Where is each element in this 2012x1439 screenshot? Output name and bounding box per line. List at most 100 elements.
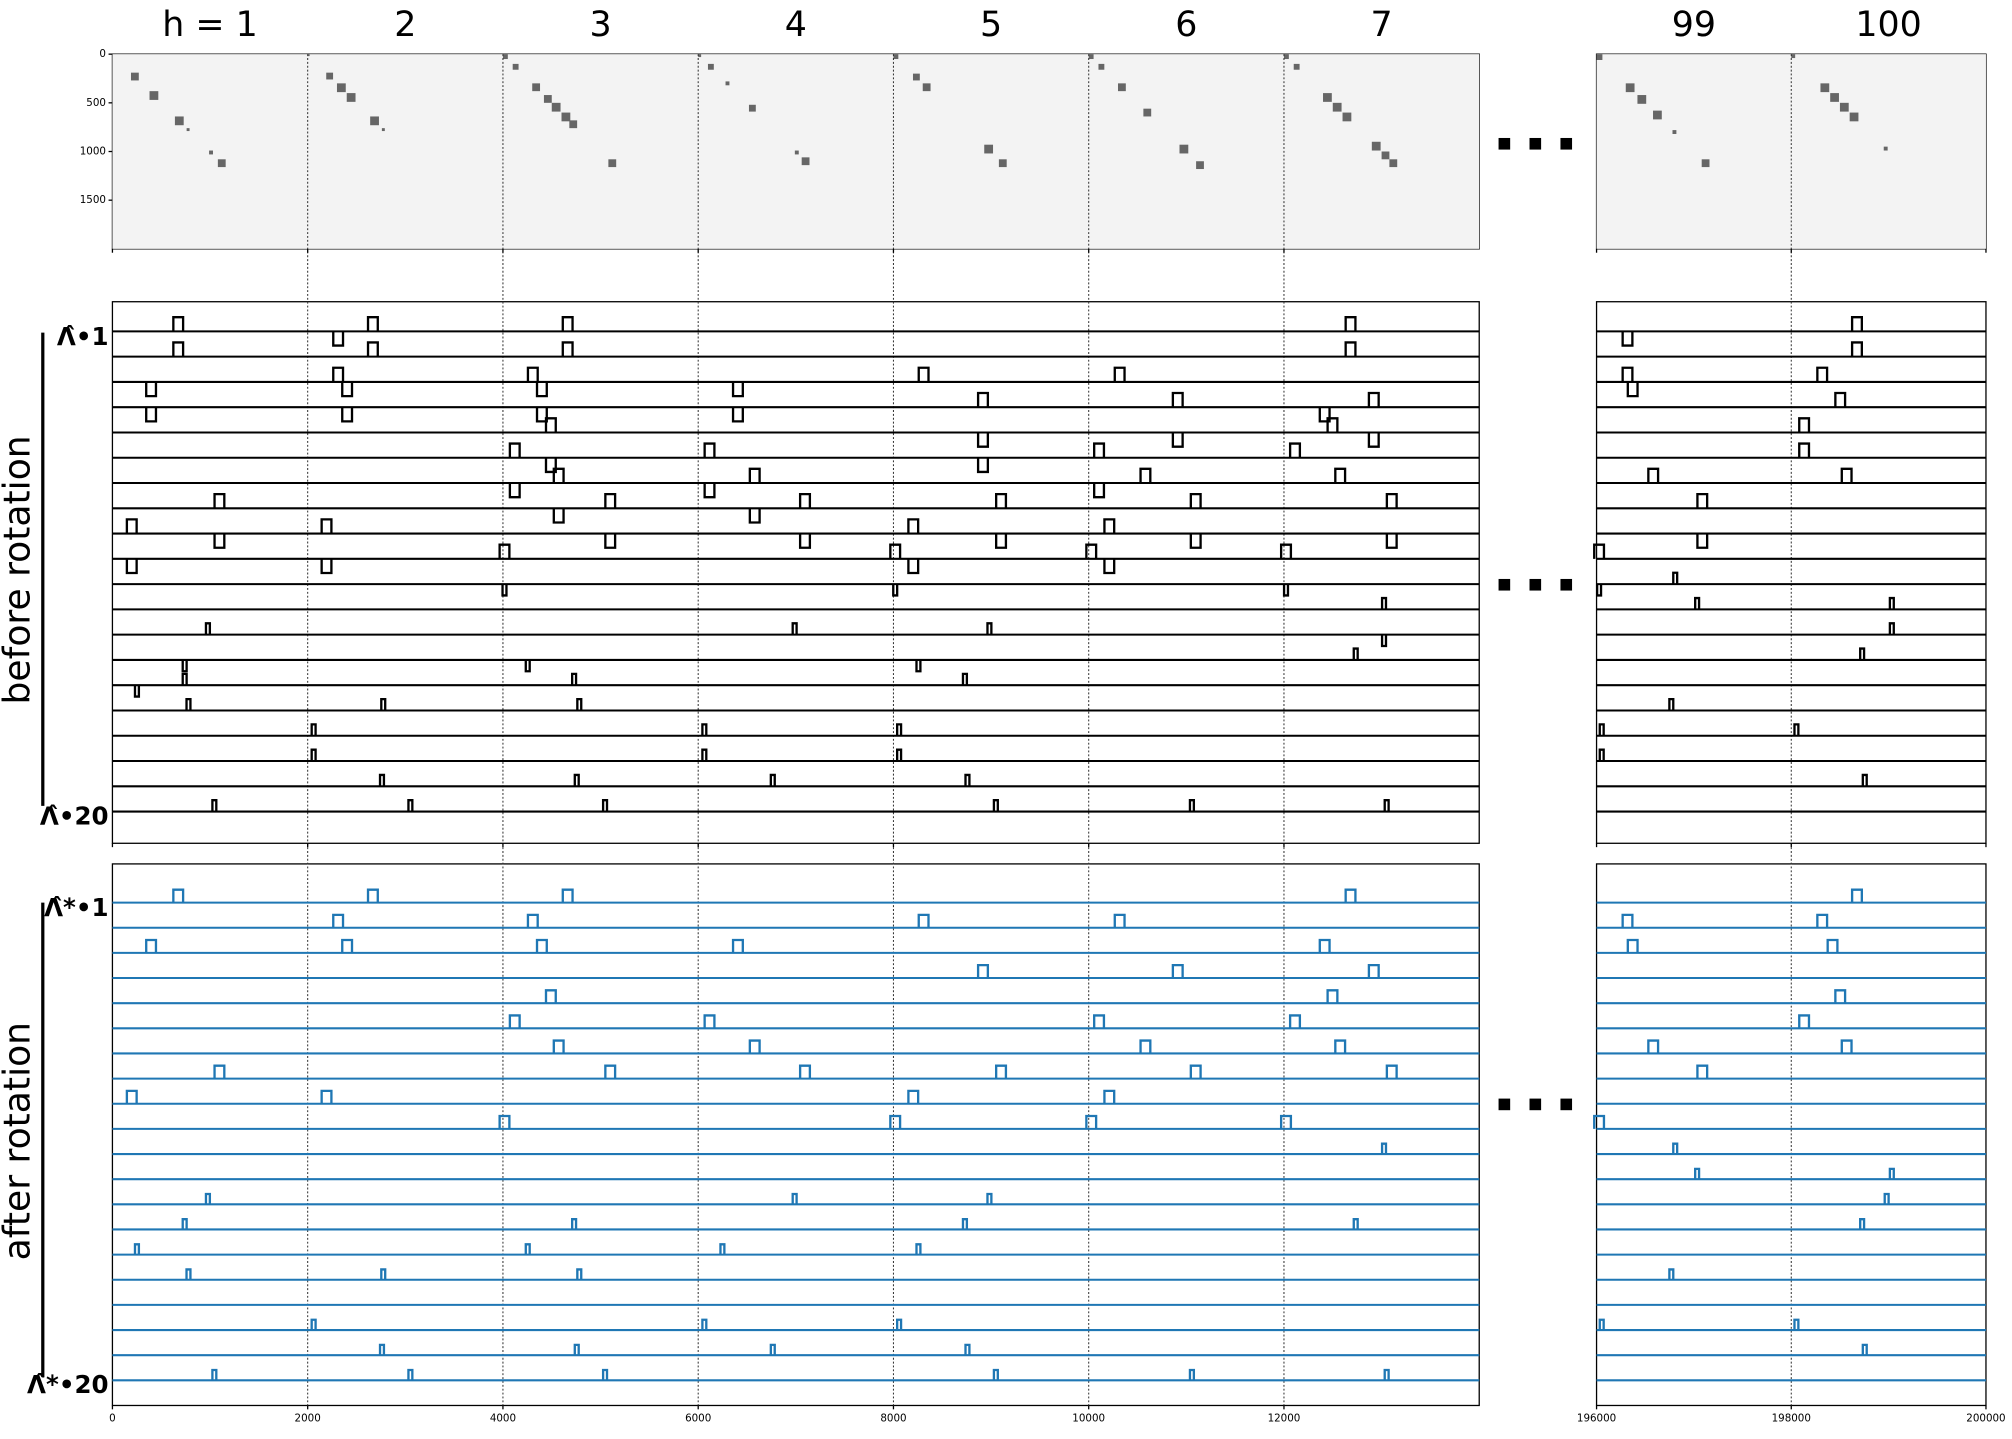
trace-pulse: [1189, 1064, 1202, 1079]
trace-pulse: [378, 773, 386, 787]
heatmap-block: [307, 54, 310, 57]
trace-pulse: [1093, 483, 1106, 499]
trace-pulse: [1171, 432, 1184, 448]
trace-pulse: [1826, 938, 1839, 953]
trace-pulse: [366, 888, 379, 903]
trace-pulse: [133, 1243, 141, 1255]
trace-pulse: [907, 558, 920, 575]
heatmap-block: [984, 144, 994, 154]
heatmap-block: [794, 150, 799, 155]
trace-pulse: [1188, 799, 1196, 812]
trace-pulse: [701, 748, 708, 762]
heatmap-block: [1791, 54, 1796, 59]
trace-pulse: [332, 913, 345, 928]
trace-pulse: [1367, 391, 1380, 408]
trace-pulse: [915, 1243, 922, 1255]
trace-pulse: [1103, 558, 1116, 575]
trace-pulse: [964, 773, 971, 787]
heatmap-block: [370, 116, 379, 126]
trace-pulse: [501, 584, 508, 597]
trace-pulse: [1668, 697, 1675, 711]
trace-pulse: [1171, 963, 1184, 979]
trace-pulse: [332, 331, 345, 347]
trace-pulse: [524, 659, 531, 673]
trace-pulse: [1647, 467, 1660, 484]
trace-pulse: [310, 748, 317, 762]
trace-pulse: [366, 341, 379, 357]
trace-pulse: [1085, 1114, 1098, 1129]
heatmap-block: [1381, 151, 1390, 160]
trace-pulse: [748, 1039, 761, 1054]
column-label: 7: [1371, 5, 1393, 45]
trace-pulse: [992, 1368, 999, 1381]
trace-pulse: [1139, 467, 1152, 484]
heatmap-block: [543, 95, 552, 103]
trace-pulse: [1279, 543, 1293, 559]
trace-pulse: [1367, 963, 1380, 979]
x-tick-label: 2000: [295, 1412, 321, 1424]
heatmap-block: [707, 63, 714, 70]
trace-pulse: [986, 622, 993, 635]
last-factor-label: Λ̂•20: [40, 801, 109, 830]
trace-pulse: [1859, 647, 1866, 660]
trace-pulse: [1334, 467, 1347, 484]
heatmap-block: [561, 112, 571, 122]
trace-pulse: [561, 341, 574, 357]
heatmap-block: [174, 116, 184, 126]
trace-pulse: [1621, 913, 1634, 928]
trace-pulse: [172, 341, 185, 357]
trace-pulse: [576, 1268, 583, 1280]
trace-pulse: [1694, 1167, 1701, 1180]
trace-pulse: [1367, 432, 1380, 448]
trace-pulse: [407, 1368, 414, 1381]
y-tick-label: 500: [86, 97, 106, 109]
trace-pulse: [1883, 1192, 1890, 1205]
trace-pulse: [976, 963, 990, 979]
heatmap-background: [1283, 54, 1480, 249]
trace-pulse: [378, 1343, 386, 1356]
heatmap-block: [1098, 63, 1105, 70]
heatmap-block: [1672, 130, 1677, 134]
heatmap-block: [1323, 93, 1332, 102]
trace-pulse: [1385, 533, 1398, 549]
trace-pulse: [1113, 366, 1126, 382]
trace-pulse: [791, 1192, 798, 1205]
trace-pulse: [896, 1318, 903, 1331]
trace-pulse: [1834, 989, 1847, 1004]
trace-pulse: [125, 1089, 138, 1104]
trace-pulse: [1188, 1368, 1196, 1381]
trace-pulse: [181, 1217, 188, 1230]
trace-pulse: [1344, 316, 1357, 332]
heatmap-block: [912, 73, 920, 81]
trace-pulse: [535, 381, 548, 398]
trace-pulse: [703, 483, 716, 499]
trace-pulse: [310, 723, 317, 736]
x-tick-label: 10000: [1072, 1412, 1105, 1424]
trace-pulse: [1171, 391, 1184, 408]
trace-pulse: [1888, 1167, 1895, 1180]
trace-pulse: [1318, 938, 1331, 953]
x-tick-label: 4000: [490, 1412, 516, 1424]
trace-pulse: [604, 1064, 617, 1079]
trace-pulse: [1888, 622, 1895, 635]
trace-pulse: [896, 723, 903, 736]
trace-pulse: [544, 457, 557, 474]
trace-pulse: [731, 938, 744, 953]
trace-pulse: [561, 888, 574, 903]
trace-pulse: [798, 492, 812, 509]
column-label: 5: [980, 5, 1002, 45]
trace-pulse: [213, 533, 226, 549]
trace-pulse: [769, 773, 776, 787]
trace-pulse: [601, 1368, 609, 1381]
trace-pulse: [213, 492, 226, 509]
trace-pulse: [601, 799, 609, 812]
first-factor-label: Λ̂*•1: [44, 893, 108, 922]
trace-pulse: [204, 1192, 212, 1205]
trace-pulse: [1352, 647, 1359, 660]
trace-pulse: [1859, 1217, 1866, 1230]
heatmap-block: [922, 83, 931, 92]
trace-pulse: [181, 672, 188, 686]
trace-pulse: [1598, 748, 1605, 762]
trace-pulse: [769, 1343, 776, 1356]
trace-pulse: [1621, 366, 1634, 382]
